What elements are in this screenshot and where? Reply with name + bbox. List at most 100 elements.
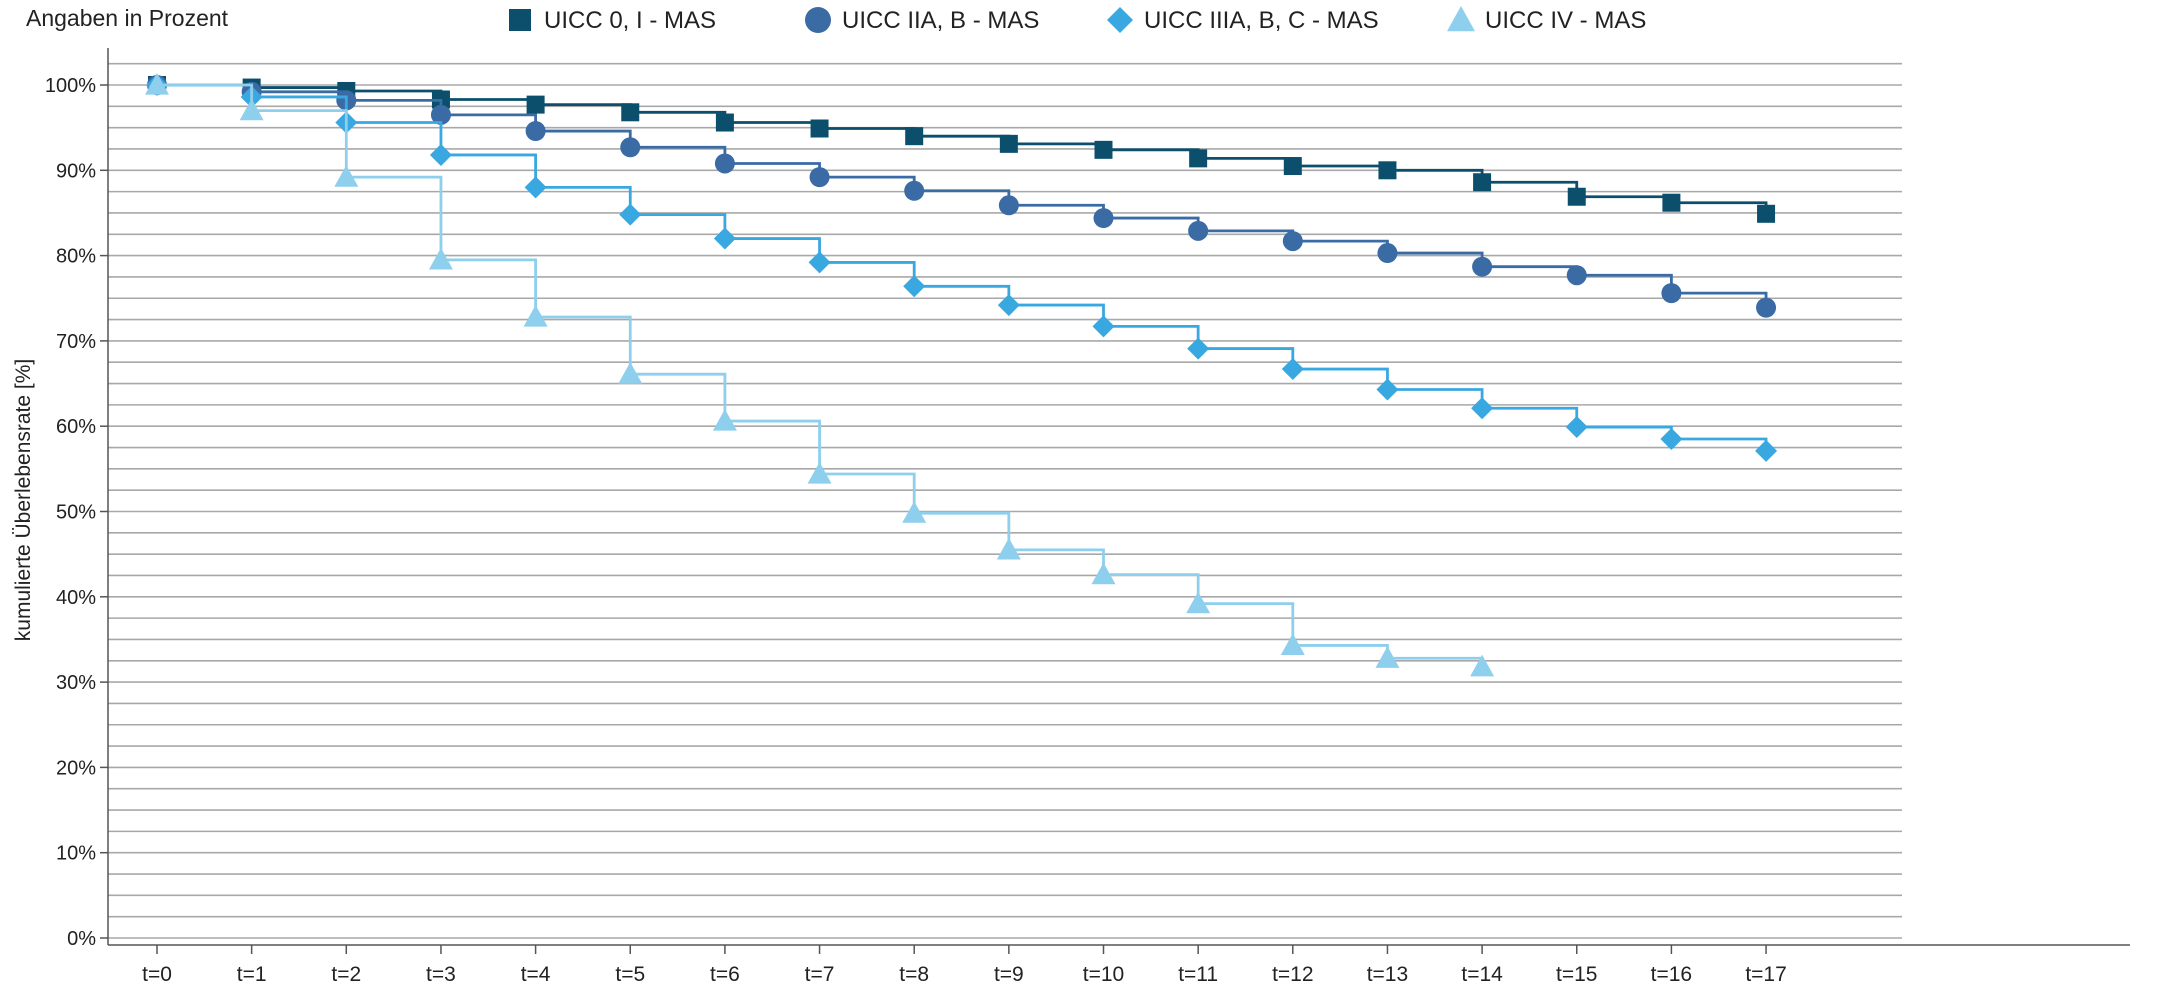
legend-label: UICC 0, I - MAS — [544, 7, 716, 34]
y-tick-label: 90% — [56, 160, 96, 182]
data-point — [1756, 297, 1777, 318]
data-point — [1188, 220, 1209, 241]
axes: 0% 10% 20% 30% 40% 50% 60% 70% 80% 90% 100% t=0 t=1 t… — [45, 48, 2130, 986]
data-point — [1565, 416, 1588, 439]
data-point — [996, 537, 1021, 560]
data-point — [1378, 161, 1397, 180]
x-tick-label: t=5 — [615, 963, 645, 986]
data-point — [525, 121, 546, 142]
data-point — [239, 98, 264, 121]
x-tick-label: t=8 — [899, 963, 929, 986]
x-tick-label: t=2 — [331, 963, 361, 986]
data-point — [1755, 439, 1778, 462]
legend-label: UICC IIIA, B, C - MAS — [1144, 7, 1379, 34]
data-point — [1187, 337, 1210, 360]
legend-label: UICC IIA, B - MAS — [842, 7, 1039, 34]
chart-note: Angaben in Prozent — [26, 5, 229, 31]
data-point — [1470, 654, 1495, 677]
data-point — [1281, 358, 1304, 381]
data-point — [1660, 427, 1683, 450]
legend-marker — [1447, 6, 1475, 32]
data-point — [1566, 265, 1587, 286]
legend-item: UICC IIA, B - MAS — [805, 7, 1039, 34]
data-point — [998, 195, 1019, 216]
legend-marker — [509, 9, 531, 31]
data-point — [334, 165, 359, 187]
data-point — [429, 143, 452, 166]
data-point — [523, 305, 548, 327]
legend-item: UICC IV - MAS — [1447, 6, 1646, 34]
y-tick-label: 80% — [56, 246, 96, 268]
legend: UICC 0, I - MAS UICC IIA, B - MAS UICC III… — [509, 6, 1646, 34]
data-point — [526, 95, 545, 114]
x-tick-label: t=7 — [805, 963, 835, 986]
x-tick-label: t=10 — [1083, 963, 1124, 986]
data-point — [1662, 193, 1681, 212]
data-point — [1282, 231, 1303, 252]
data-point — [1283, 157, 1302, 176]
data-point — [713, 227, 736, 250]
data-point — [714, 153, 735, 174]
y-tick-label: 20% — [56, 757, 96, 779]
legend-marker — [1107, 7, 1133, 33]
data-point — [997, 294, 1020, 317]
data-point — [1473, 173, 1492, 192]
data-point — [1377, 243, 1398, 264]
data-point — [1091, 562, 1116, 585]
data-point — [1189, 149, 1208, 168]
data-point — [1567, 187, 1586, 206]
x-tick-label: t=15 — [1556, 963, 1597, 986]
series-step-line — [157, 83, 1768, 308]
data-point — [1471, 397, 1494, 420]
data-point — [809, 167, 830, 188]
series-2 — [147, 75, 1777, 318]
y-tick-label: 30% — [56, 672, 96, 694]
x-tick-label: t=13 — [1367, 963, 1408, 986]
data-point — [428, 247, 453, 270]
x-tick-label: t=6 — [710, 963, 740, 986]
data-point — [905, 127, 924, 146]
data-point — [1472, 256, 1493, 277]
x-tick-label: t=0 — [142, 963, 172, 986]
x-tick-label: t=17 — [1745, 963, 1786, 986]
legend-item: UICC IIIA, B, C - MAS — [1107, 7, 1379, 34]
y-tick-label: 70% — [56, 331, 96, 353]
x-tick-label: t=12 — [1272, 963, 1313, 986]
data-point — [999, 134, 1018, 153]
data-point — [903, 275, 926, 298]
legend-marker — [805, 7, 831, 33]
data-point — [620, 137, 641, 158]
y-tick-label: 60% — [56, 416, 96, 438]
gridlines — [108, 62, 1902, 939]
data-point — [1280, 633, 1305, 656]
data-point — [902, 501, 927, 523]
data-point — [712, 409, 737, 431]
data-point — [619, 203, 642, 226]
data-point — [430, 104, 451, 125]
y-tick-label: 100% — [45, 75, 96, 97]
data-point — [904, 180, 925, 201]
x-tick-label: t=9 — [994, 963, 1024, 986]
data-point — [1757, 204, 1776, 223]
data-point — [808, 251, 831, 274]
y-tick-label: 0% — [67, 928, 96, 950]
y-axis-label: kumulierte Überlebensrate [%] — [12, 359, 35, 641]
x-tick-label: t=14 — [1461, 963, 1503, 986]
x-tick-label: t=16 — [1651, 963, 1692, 986]
series-3 — [146, 74, 1778, 462]
data-point — [618, 362, 643, 384]
y-tick-label: 40% — [56, 587, 96, 609]
data-point — [1093, 208, 1114, 229]
data-point — [524, 176, 547, 199]
x-tick-label: t=4 — [521, 963, 551, 986]
series-4 — [145, 73, 1495, 677]
x-tick-label: t=11 — [1178, 963, 1218, 986]
data-point — [1661, 283, 1682, 304]
data-point — [1376, 378, 1399, 401]
data-point — [1375, 646, 1400, 668]
data-point — [1092, 315, 1115, 338]
series-group — [145, 73, 1778, 677]
data-point — [807, 461, 832, 484]
